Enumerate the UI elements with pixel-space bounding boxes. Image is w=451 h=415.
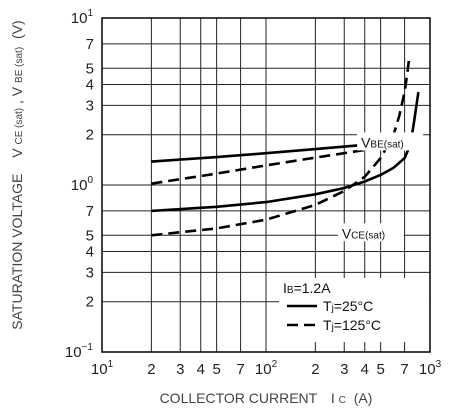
curve-labels: VBE(sat)VCE(sat) <box>337 132 424 242</box>
x-axis-symbol: I <box>331 390 335 406</box>
y-tick-base: 10 <box>71 10 88 27</box>
y-tick-label-3: 4 <box>86 243 94 260</box>
y-tick-label-7: 2 <box>86 127 94 144</box>
curve-label-1: VCE(sat) <box>342 225 385 241</box>
y-tick-label-5: 7 <box>86 203 94 220</box>
y-tick-exponent: 1 <box>87 8 93 19</box>
y-axis-unit: (V) <box>9 20 25 39</box>
y-tick-base: 4 <box>86 243 94 260</box>
y-tick-label-12: 101 <box>71 8 94 27</box>
x-tick-base: 7 <box>236 361 244 378</box>
x-tick-exponent: 1 <box>108 359 114 370</box>
y-tick-base: 3 <box>86 97 94 114</box>
y-tick-base: 4 <box>86 76 94 93</box>
y-tick-label-10: 5 <box>86 60 94 77</box>
y-tick-base: 3 <box>86 264 94 281</box>
series-line-3 <box>151 54 411 237</box>
x-tick-base: 7 <box>400 361 408 378</box>
x-tick-label-5: 7 <box>236 361 244 378</box>
x-tick-label-3: 4 <box>197 361 205 378</box>
curve-label-0: VBE(sat) <box>361 134 404 150</box>
y-tick-label-0: 10−1 <box>65 342 94 361</box>
plot-frame <box>101 17 431 353</box>
y-axis-title: SATURATION VOLTAGE V CE (sat) , V BE (sa… <box>9 20 25 329</box>
legend-entry-1: Tj=125°C <box>323 317 381 333</box>
legend-header-symbol: I <box>283 280 287 296</box>
y-axis-symbol-1: V <box>9 148 25 158</box>
x-axis-unit: (A) <box>354 390 373 406</box>
x-axis-title-text: COLLECTOR CURRENT <box>160 390 318 406</box>
legend-entry-subscript: j <box>331 303 334 314</box>
x-tick-label-1: 2 <box>147 361 155 378</box>
x-tick-base: 3 <box>340 361 348 378</box>
curve-label-bg-1 <box>337 223 404 242</box>
x-tick-label-11: 7 <box>400 361 408 378</box>
x-tick-base: 5 <box>376 361 384 378</box>
y-tick-label-6: 100 <box>71 175 94 194</box>
x-tick-base: 2 <box>147 361 155 378</box>
curve-label-subscript: CE(sat) <box>351 230 385 241</box>
y-axis-symbol-2-sub: BE (sat) <box>14 47 25 83</box>
x-tick-base: 3 <box>176 361 184 378</box>
x-tick-label-0: 101 <box>91 359 114 378</box>
legend-entry-subscript: j <box>331 322 334 333</box>
y-axis-symbol-1-sub: CE (sat) <box>14 108 25 145</box>
x-tick-label-6: 102 <box>255 359 278 378</box>
y-axis-title-text: SATURATION VOLTAGE <box>9 174 25 330</box>
x-tick-base: 5 <box>212 361 220 378</box>
y-tick-label-11: 7 <box>86 36 94 53</box>
y-tick-base: 5 <box>86 227 94 244</box>
curve-label-bg-0 <box>357 132 424 151</box>
y-tick-base: 2 <box>86 127 94 144</box>
y-axis-separator: , <box>9 96 25 104</box>
x-tick-base: 4 <box>197 361 205 378</box>
y-tick-base: 7 <box>86 203 94 220</box>
y-tick-base: 7 <box>86 36 94 53</box>
y-tick-label-4: 5 <box>86 227 94 244</box>
x-tick-base: 2 <box>311 361 319 378</box>
y-tick-label-2: 3 <box>86 264 94 281</box>
y-tick-label-1: 2 <box>86 294 94 311</box>
x-axis-title: COLLECTOR CURRENT I C (A) <box>160 390 373 406</box>
y-tick-label-9: 4 <box>86 76 94 93</box>
x-tick-label-12: 103 <box>419 359 442 378</box>
y-tick-base: 10 <box>65 344 82 361</box>
legend-entry-value: =25°C <box>334 298 373 314</box>
legend-entry-symbol: T <box>323 317 332 333</box>
legend-header-subscript: B <box>287 285 294 296</box>
x-tick-base: 4 <box>361 361 369 378</box>
y-tick-exponent: 0 <box>87 175 93 186</box>
y-tick-base: 10 <box>71 177 88 194</box>
x-tick-label-2: 3 <box>176 361 184 378</box>
x-tick-label-8: 3 <box>340 361 348 378</box>
legend-entry-symbol: T <box>323 298 332 314</box>
curve-label-subscript: BE(sat) <box>370 139 403 150</box>
y-tick-exponent: −1 <box>82 342 94 353</box>
x-tick-base: 10 <box>419 361 436 378</box>
curve-label-symbol: V <box>342 225 352 241</box>
x-tick-labels: 101 2 3 4 5 7 102 2 3 4 5 7 103 <box>91 359 442 378</box>
curve-label-symbol: V <box>361 134 371 150</box>
legend-header: IB=1.2A <box>283 280 331 296</box>
x-tick-label-7: 2 <box>311 361 319 378</box>
legend-entry-value: =125°C <box>334 317 381 333</box>
legend-bg <box>279 278 429 342</box>
x-tick-base: 10 <box>255 361 272 378</box>
y-tick-label-8: 3 <box>86 97 94 114</box>
legend-header-value: =1.2A <box>294 280 332 296</box>
x-tick-exponent: 2 <box>272 359 278 370</box>
y-tick-base: 5 <box>86 60 94 77</box>
x-axis-symbol-sub: C <box>339 395 346 406</box>
x-tick-exponent: 3 <box>436 359 442 370</box>
y-axis-symbol-2: V <box>9 86 25 96</box>
y-tick-base: 2 <box>86 294 94 311</box>
x-tick-label-4: 5 <box>212 361 220 378</box>
legend-entry-0: Tj=25°C <box>323 298 373 314</box>
x-tick-base: 10 <box>91 361 108 378</box>
x-tick-label-9: 4 <box>361 361 369 378</box>
x-tick-label-10: 5 <box>376 361 384 378</box>
